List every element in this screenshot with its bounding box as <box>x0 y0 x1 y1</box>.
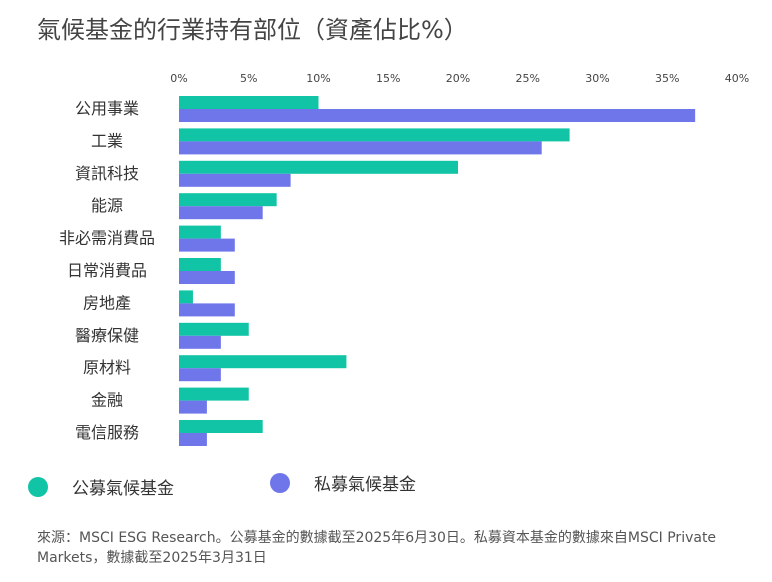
bar-public <box>179 160 458 174</box>
source-note: 來源：MSCI ESG Research。公募基金的數據截至2025年6月30日… <box>37 530 717 566</box>
x-tick-label: 20% <box>446 72 470 85</box>
category-label: 非必需消費品 <box>59 229 155 248</box>
bar-public <box>179 290 193 304</box>
legend-public: 公募氣候基金 <box>28 474 174 499</box>
bar-private <box>179 303 235 317</box>
bar-public <box>179 96 319 109</box>
bar-public <box>179 193 277 207</box>
bar-public <box>179 258 221 271</box>
x-axis-ticks: 0% 5% 10% 15% 20% 25% 30% 35% 40% <box>170 72 749 85</box>
category-label: 醫療保健 <box>75 326 139 345</box>
x-tick-label: 5% <box>240 72 257 85</box>
category-label: 公用事業 <box>75 99 139 118</box>
category-label: 原材料 <box>83 358 131 377</box>
x-tick-label: 0% <box>170 72 187 85</box>
category-label: 工業 <box>91 131 123 150</box>
category-label: 房地產 <box>83 293 131 312</box>
bars <box>179 96 696 446</box>
x-tick-label: 35% <box>655 72 679 85</box>
category-label: 電信服務 <box>75 423 139 442</box>
bar-public <box>179 420 263 433</box>
bar-private <box>179 206 263 220</box>
bar-public <box>179 322 249 336</box>
x-tick-label: 10% <box>306 72 330 85</box>
x-tick-label: 15% <box>376 72 400 85</box>
bar-private <box>179 335 221 349</box>
chart-title: 氣候基金的行業持有部位（資產佔比%） <box>37 16 468 44</box>
legend-public-label: 公募氣候基金 <box>72 479 174 499</box>
bar-public <box>179 128 570 142</box>
category-label: 日常消費品 <box>67 261 147 280</box>
category-label: 能源 <box>91 196 123 215</box>
bar-private <box>179 400 207 414</box>
bar-public <box>179 355 347 369</box>
x-tick-label: 25% <box>516 72 540 85</box>
legend-private-label: 私募氣候基金 <box>314 475 416 495</box>
legend-private-swatch <box>270 472 290 493</box>
category-label: 資訊科技 <box>75 164 139 183</box>
bar-private <box>179 173 291 187</box>
bar-public <box>179 225 221 239</box>
bar-public <box>179 387 249 401</box>
x-tick-label: 40% <box>725 72 749 85</box>
bar-private <box>179 271 235 284</box>
bar-private <box>179 141 542 155</box>
bar-private <box>179 433 207 446</box>
bar-private <box>179 109 696 122</box>
bar-chart: 0% 5% 10% 15% 20% 25% 30% 35% 40% 公用事業工業資訊科技能源非必… <box>59 72 749 446</box>
bar-private <box>179 238 235 252</box>
category-label: 金融 <box>91 391 123 410</box>
legend-private: 私募氣候基金 <box>270 470 416 495</box>
bar-private <box>179 368 221 382</box>
x-tick-label: 30% <box>585 72 609 85</box>
legend-public-swatch <box>28 476 48 497</box>
